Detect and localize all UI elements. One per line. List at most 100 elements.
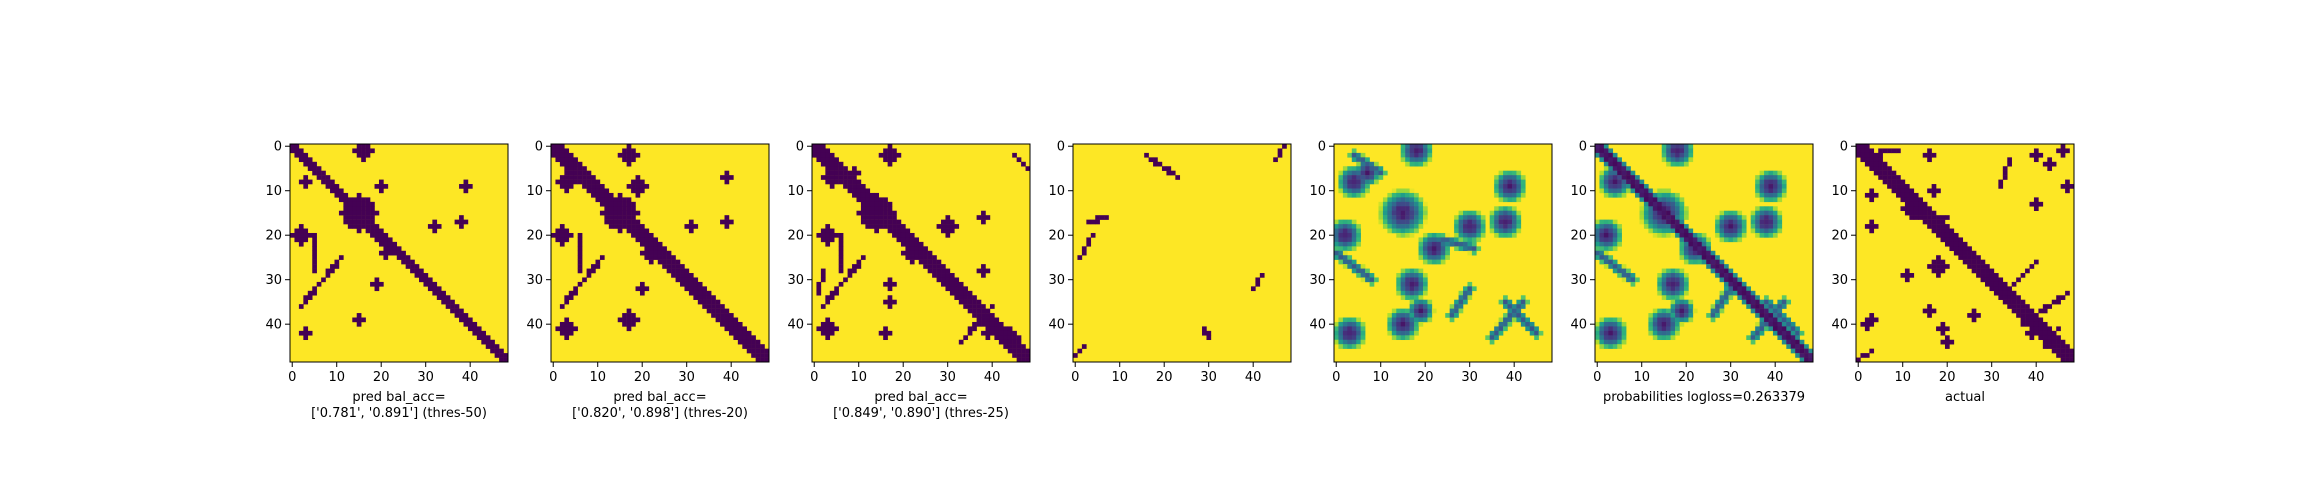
heatmap-cell [1365,175,1370,180]
heatmap-cell [852,188,857,194]
heatmap-cell [1396,313,1401,318]
heatmap-cell [1900,179,1906,185]
heatmap-cell [1670,286,1676,292]
heatmap-cell [2056,148,2061,154]
heatmap-cell [635,152,641,158]
heatmap-cell [892,157,897,163]
heatmap-cell [1414,281,1419,287]
heatmap-cell [1679,277,1685,283]
heatmap-cell [343,201,349,207]
heatmap-cell [2016,313,2021,318]
heatmap-cell [1250,286,1256,292]
heatmap-cell [1675,161,1680,167]
heatmap-cell [1998,281,2004,287]
heatmap-cell [1869,348,1875,354]
heatmap-cell [666,264,672,269]
heatmap-cell [1360,273,1366,278]
heatmap-cell [1878,152,1883,158]
heatmap-cell [820,237,826,243]
heatmap-cell [1670,321,1676,327]
heatmap-cell [1724,210,1729,216]
heatmap-cell [586,175,592,180]
heatmap-cell [1471,241,1477,247]
heatmap-cell [1489,215,1495,220]
heatmap-cell [1400,206,1406,211]
heatmap-cell [1382,170,1388,176]
heatmap-cell [1940,215,1946,220]
heatmap-cell [1661,281,1667,287]
heatmap-cell [1967,259,1972,265]
heatmap-cell [312,268,317,274]
heatmap-cell [688,281,694,287]
heatmap-cell [1719,308,1725,314]
heatmap-cell [1595,237,1600,243]
heatmap-cell [1936,228,1941,234]
heatmap-cell [976,268,982,274]
heatmap-cell [1715,259,1720,265]
heatmap-cell [671,259,676,265]
heatmap-cell [1599,224,1605,229]
heatmap-cell [1643,184,1649,189]
heatmap-cell [1878,175,1883,180]
heatmap-cell [1414,157,1419,163]
heatmap-cell [764,353,770,358]
heatmap-cell [1356,166,1361,171]
heatmap-cell [737,335,743,341]
heatmap-cell [303,157,309,163]
heatmap-cell [1639,184,1645,189]
heatmap-cell [1351,344,1357,349]
heatmap-cell [1980,264,1986,269]
heatmap-cell [1494,210,1499,216]
heatmap-cell [1715,268,1720,274]
heatmap-cell [1467,241,1473,247]
heatmap-cell [1494,192,1499,198]
heatmap-cell [1405,286,1410,292]
heatmap-cell [1661,215,1667,220]
heatmap-cell [1724,290,1729,296]
heatmap-cell [829,161,835,167]
heatmap-cell [1759,197,1765,203]
heatmap-cell [639,228,645,234]
heatmap-cell [1755,228,1760,234]
y-tick-label: 0 [535,140,543,155]
heatmap-cell [1338,317,1344,323]
heatmap-cell [711,313,716,318]
heatmap-cell [883,299,888,305]
heatmap-cell [441,299,446,305]
heatmap-cell [989,321,995,327]
heatmap-cell [909,241,915,247]
heatmap-cell [1608,192,1614,198]
heatmap-cell [1422,206,1428,211]
heatmap-cell [1467,224,1473,229]
heatmap-cell [644,241,650,247]
heatmap-cell [985,335,991,341]
heatmap-cell [1520,313,1526,318]
heatmap-cell [751,344,756,349]
heatmap-cell [450,304,455,309]
heatmap-cell [347,210,353,216]
heatmap-cell [860,184,866,189]
heatmap-cell [1360,161,1366,167]
heatmap-cell [378,228,384,234]
heatmap-cell [1621,184,1627,189]
heatmap-cell [573,166,578,171]
heatmap-cell [1949,237,1955,243]
heatmap-cell [1724,264,1729,269]
heatmap-cell [1737,232,1743,238]
heatmap-cell [573,326,578,332]
heatmap-cell [2020,313,2026,318]
heatmap-cell [1617,170,1622,176]
heatmap-cell [1422,304,1428,309]
y-tick-label: 20 [787,229,804,244]
heatmap-cell [2065,184,2070,189]
heatmap-cell [1666,192,1671,198]
y-tick-label: 0 [1318,140,1326,155]
heatmap-cell [1936,264,1941,269]
heatmap-cell [1688,308,1694,314]
heatmap-cell [573,157,578,163]
heatmap-cell [680,264,685,269]
heatmap-cell [680,281,685,287]
heatmap-cell [1750,330,1756,336]
heatmap-cell [1781,339,1787,345]
heatmap-cell [1405,232,1410,238]
